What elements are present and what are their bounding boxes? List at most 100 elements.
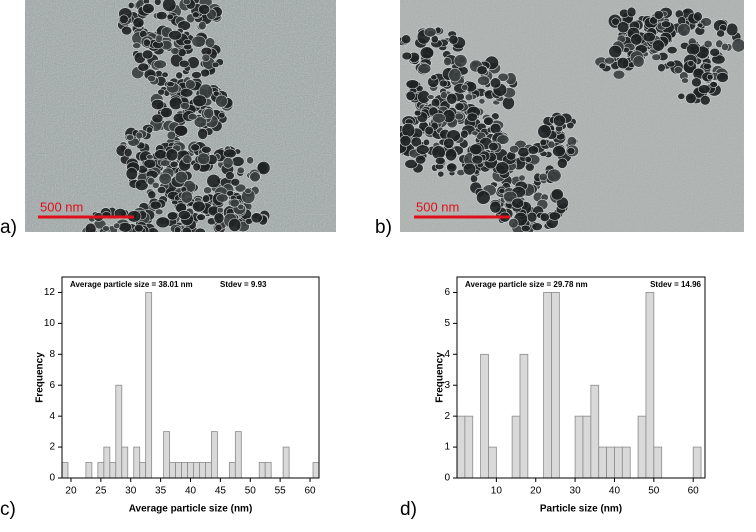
particle [244,187,252,195]
particle [174,170,188,184]
particle [462,162,477,176]
particle [417,63,432,74]
particle [132,17,145,29]
bar [606,446,615,479]
particle [405,79,420,90]
particle [446,92,458,105]
particle [197,128,209,140]
y-tick-label: 6 [49,380,55,391]
particle [143,158,157,169]
bar [543,292,552,479]
particle [170,47,180,55]
y-axis-label: Frequency [35,352,46,403]
bar [205,462,212,479]
particle [404,159,418,169]
annotation: Stdev = 14.96 [650,280,701,289]
particle [154,0,162,6]
x-tick-label: 30 [570,486,582,497]
bar [145,292,153,479]
bar [456,415,466,479]
particle [137,62,150,72]
bar [692,446,702,479]
particle [151,98,165,111]
particle [703,39,713,49]
bar [234,431,242,479]
particle [415,144,430,155]
y-tick-label: 2 [444,411,450,422]
particle [608,44,623,59]
particle [151,181,160,189]
particle [169,160,179,168]
particle [250,212,263,224]
particle [700,17,712,27]
particle [84,222,97,232]
particle [183,38,192,46]
x-tick-label: 10 [491,486,503,497]
bar [121,446,129,479]
particle [438,79,448,88]
particle [653,10,664,20]
particle [193,116,208,128]
particle [652,39,665,52]
x-tick-label: 60 [304,486,316,497]
particle [201,53,211,62]
particle [539,212,550,222]
bar [169,462,176,479]
bar [519,353,529,479]
particle [527,145,540,155]
particle [630,33,643,46]
particle [226,190,235,197]
particle [155,216,171,229]
particle [550,188,564,201]
particle [177,210,191,220]
particle [471,154,484,165]
particle [134,179,149,191]
particle [132,42,142,49]
particle [155,11,168,21]
x-tick-label: 35 [155,486,167,497]
particle [427,94,435,100]
particle [151,113,164,124]
particle [134,223,144,232]
particle [666,46,678,55]
particle [673,66,683,75]
y-tick-label: 5 [444,318,450,329]
particle [497,72,509,82]
bar [637,415,647,479]
y-tick-label: 1 [444,442,450,453]
particle [200,68,210,78]
plot-frame [61,276,320,479]
particle [135,131,143,140]
particle [445,148,458,162]
particle [651,53,662,61]
particle [211,61,220,68]
particle [687,60,695,67]
particle [196,213,206,221]
particle [697,84,711,94]
particle [666,60,676,68]
particle [160,106,173,119]
annotation: Stdev = 9.93 [220,280,267,289]
particle [657,63,666,73]
particle [471,130,479,136]
panel-label: a) [0,217,17,238]
particle [434,156,446,165]
particle [612,69,626,80]
particle [192,94,207,108]
particle [216,206,224,214]
particle [566,147,576,155]
particle [642,31,656,43]
particle [179,87,194,98]
bar [211,431,218,479]
particle [125,134,135,141]
particle [146,154,154,160]
particle [191,71,202,79]
particle [401,51,413,61]
particle [216,193,229,203]
particle [125,167,138,181]
particle [225,171,235,180]
particle [146,227,160,232]
bar [181,462,188,479]
particle [123,147,133,158]
particle [173,124,188,137]
